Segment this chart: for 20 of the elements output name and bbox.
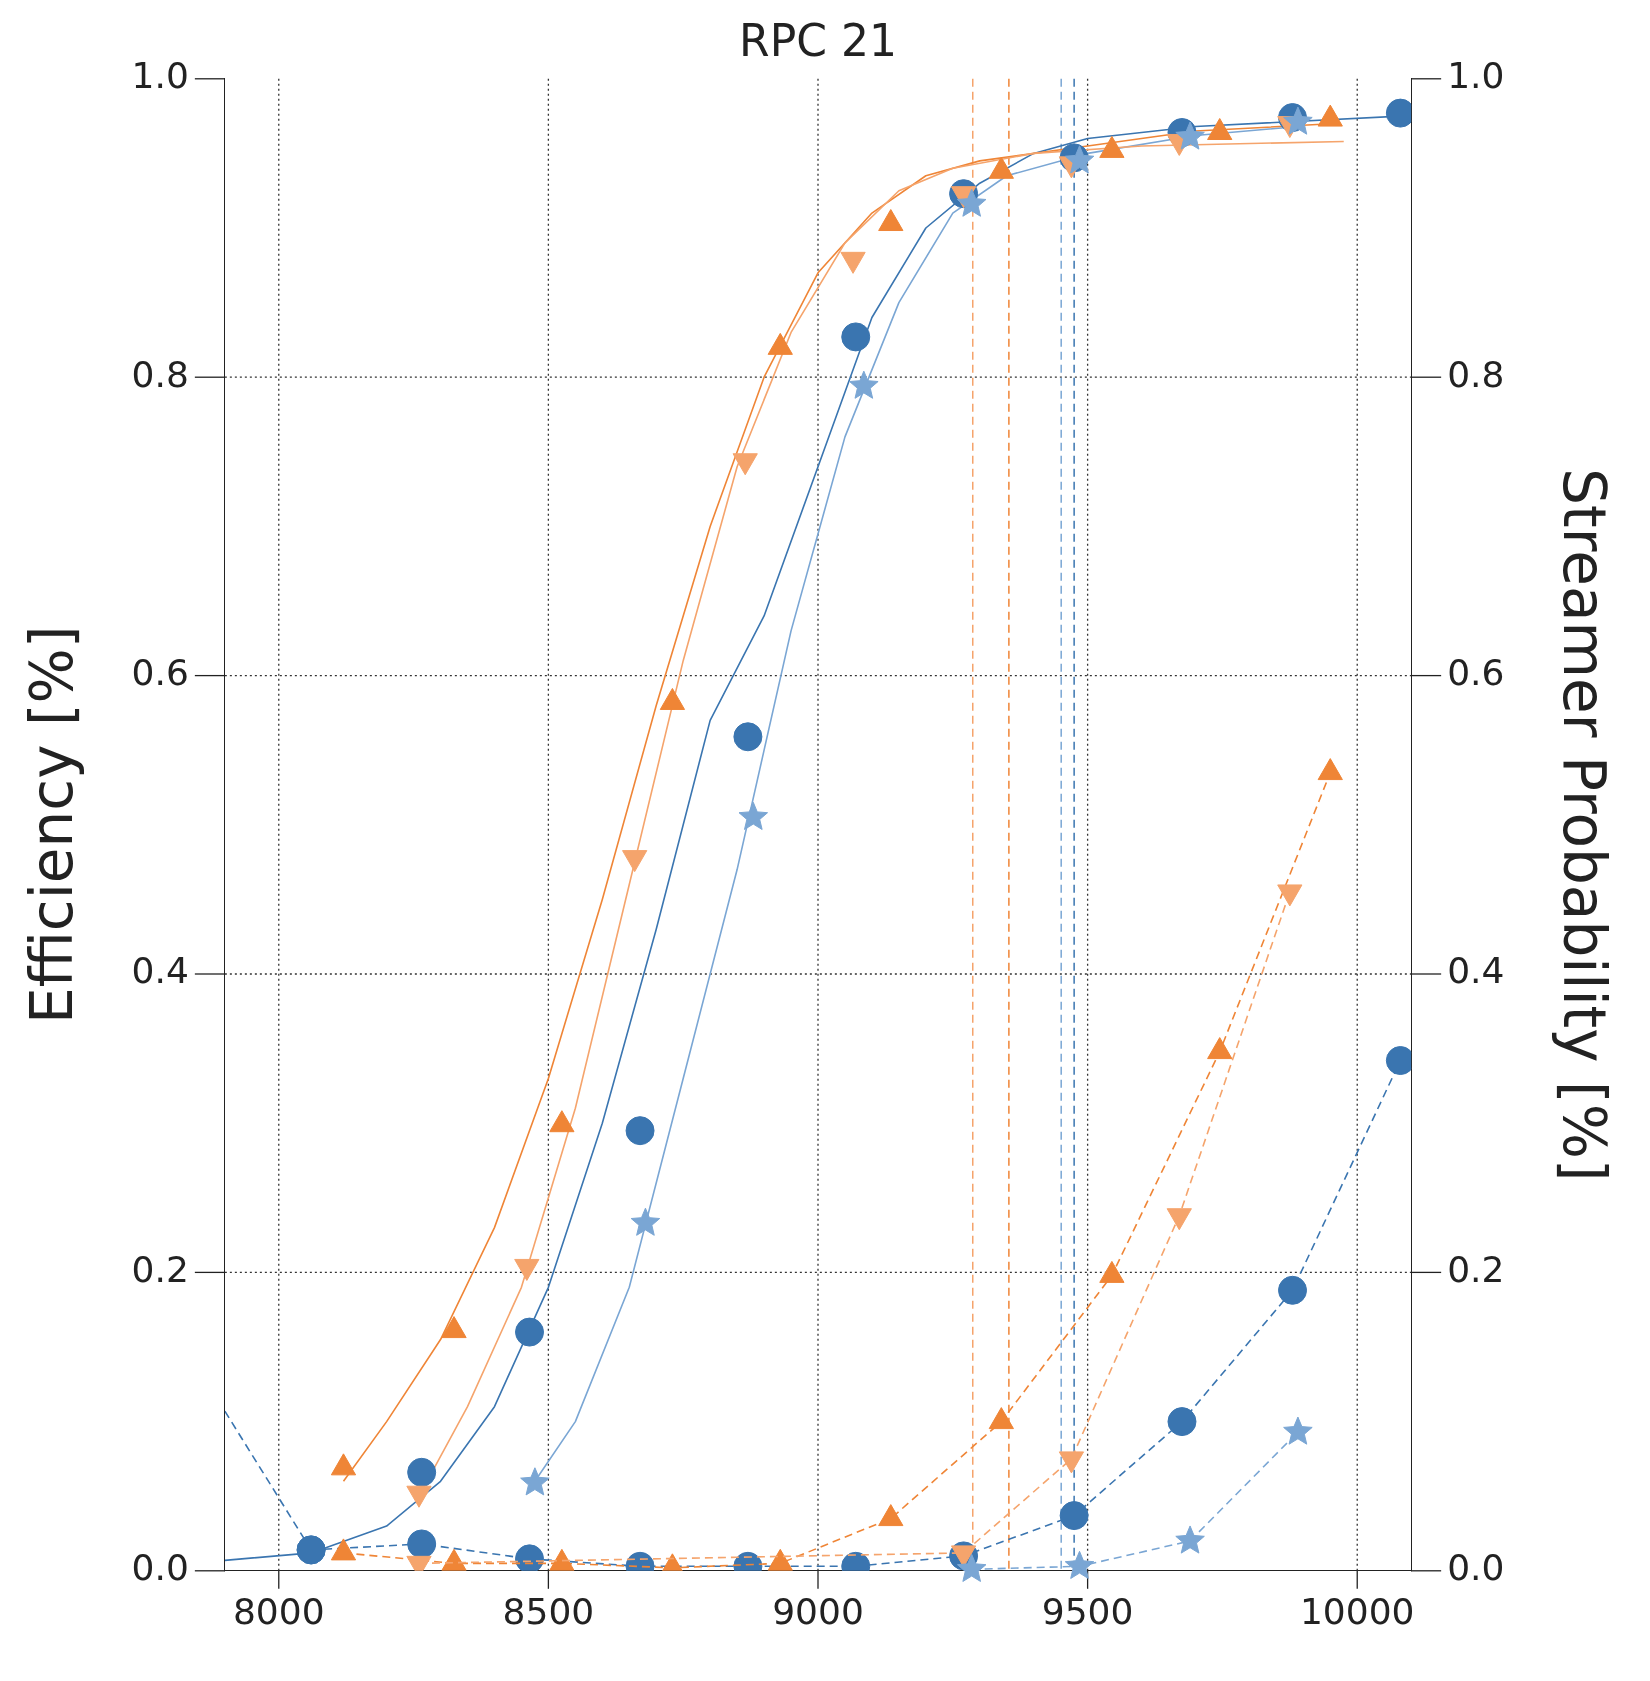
y-axis-title: Efficiency [%]: [17, 625, 86, 1024]
x-tick-label: 9500: [1041, 1590, 1134, 1632]
y2-tick-label: 0.0: [1447, 1547, 1505, 1589]
x-tick-label: 8500: [502, 1590, 595, 1632]
y2-axis-title: Streamer Probability [%]: [1550, 468, 1619, 1182]
y2-tick-label: 0.8: [1447, 353, 1505, 395]
x-tick-label: 10000: [1299, 1590, 1415, 1632]
y-tick-label: 0.6: [131, 651, 189, 693]
y2-tick-label: 0.6: [1447, 651, 1505, 693]
x-tick-label: 9000: [772, 1590, 864, 1632]
y-tick-label: 0.4: [131, 950, 189, 992]
x-tick-label: 8000: [232, 1590, 325, 1632]
y2-tick-label: 1.0: [1447, 55, 1505, 97]
y-tick-label: 0.2: [131, 1248, 189, 1290]
y-tick-label: 1.0: [131, 55, 189, 97]
y2-tick-label: 0.2: [1447, 1248, 1505, 1290]
y-tick-label: 0.8: [131, 353, 189, 395]
chart-title: RPC 21: [739, 14, 897, 66]
y-tick-label: 0.0: [131, 1547, 189, 1589]
y2-tick-label: 0.4: [1447, 950, 1505, 992]
